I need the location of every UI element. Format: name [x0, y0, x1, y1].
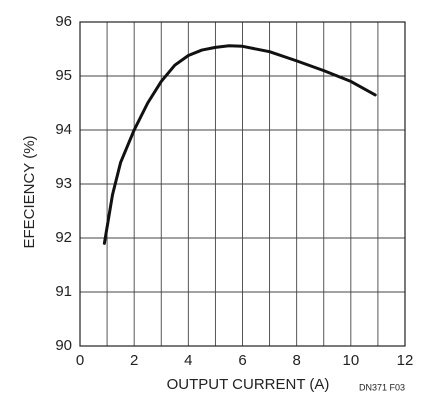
x-axis-label: OUTPUT CURRENT (A) [167, 376, 330, 393]
x-tick-label: 10 [342, 352, 359, 369]
data-line [102, 44, 377, 245]
y-tick-label: 93 [55, 175, 72, 192]
y-tick-label: 96 [55, 13, 72, 30]
annotation: DN371 F03 [359, 382, 405, 392]
x-tick-label: 12 [397, 352, 414, 369]
x-tick-label: 0 [76, 352, 84, 369]
y-tick-label: 90 [55, 337, 72, 354]
x-tick-label: 8 [292, 352, 300, 369]
y-tick-label: 94 [55, 121, 72, 138]
y-tick-label: 95 [55, 67, 72, 84]
x-tick-label: 6 [238, 352, 246, 369]
y-tick-label: 91 [55, 283, 72, 300]
y-tick-label: 92 [55, 229, 72, 246]
x-tick-label: 2 [130, 352, 138, 369]
x-tick-label: 4 [184, 352, 192, 369]
plot-frame [79, 21, 406, 347]
y-axis-label: EFECIENCY (%) [21, 135, 38, 248]
